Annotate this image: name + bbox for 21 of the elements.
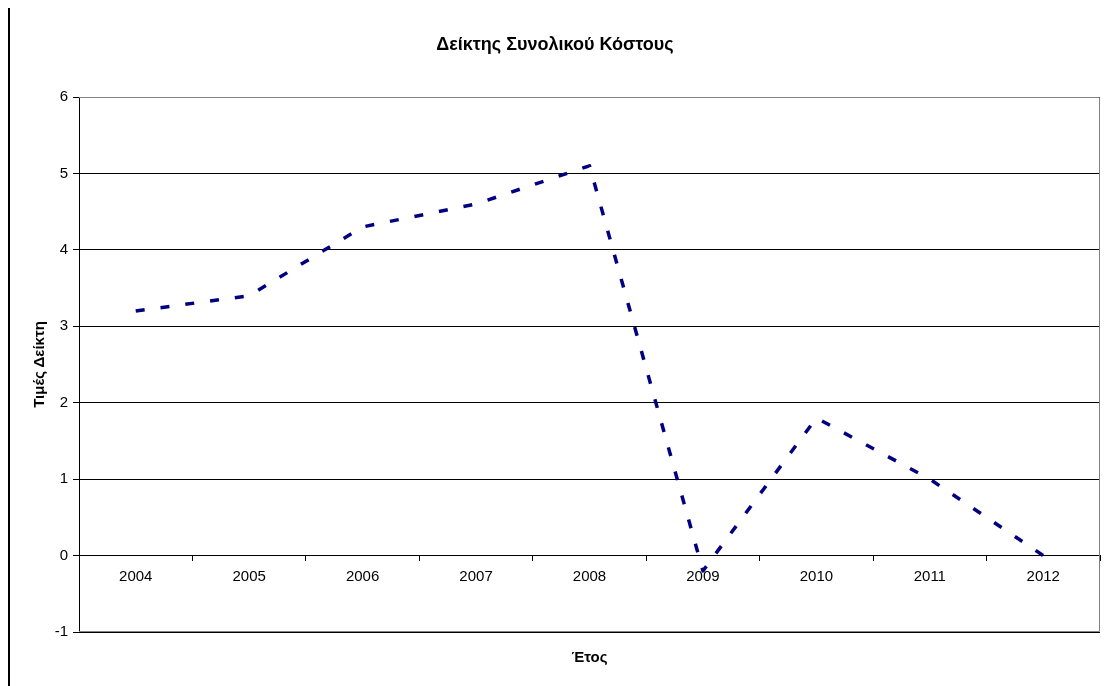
line-series	[133, 164, 1046, 573]
y-tick-label: 3	[59, 316, 68, 334]
x-tick-label: 2011	[913, 566, 946, 584]
y-tick-label: 0	[59, 545, 68, 563]
x-axis-title: Έτος	[571, 647, 608, 665]
y-tick-label: 6	[59, 87, 68, 105]
chart-title: Δείκτης Συνολικού Κόστους	[436, 33, 674, 54]
y-tick-label: 2	[59, 392, 68, 410]
x-tick-label: 2010	[799, 566, 834, 584]
x-tick-label: 2004	[119, 566, 153, 584]
x-tick-label: 2008	[572, 566, 607, 584]
y-tick-label: 4	[59, 240, 68, 257]
x-tick-label: 2007	[459, 566, 493, 584]
x-tick-label: 2006	[345, 566, 380, 584]
y-tick-label: -1	[54, 622, 68, 640]
x-tick-label: 2009	[686, 566, 720, 584]
y-tick-label: 5	[59, 163, 68, 181]
x-tick-label: 2012	[1026, 566, 1060, 584]
y-tick-label: 1	[59, 469, 68, 487]
y-axis-title: Τιμές Δείκτη	[30, 321, 48, 408]
x-tick-label: 2005	[232, 566, 266, 584]
